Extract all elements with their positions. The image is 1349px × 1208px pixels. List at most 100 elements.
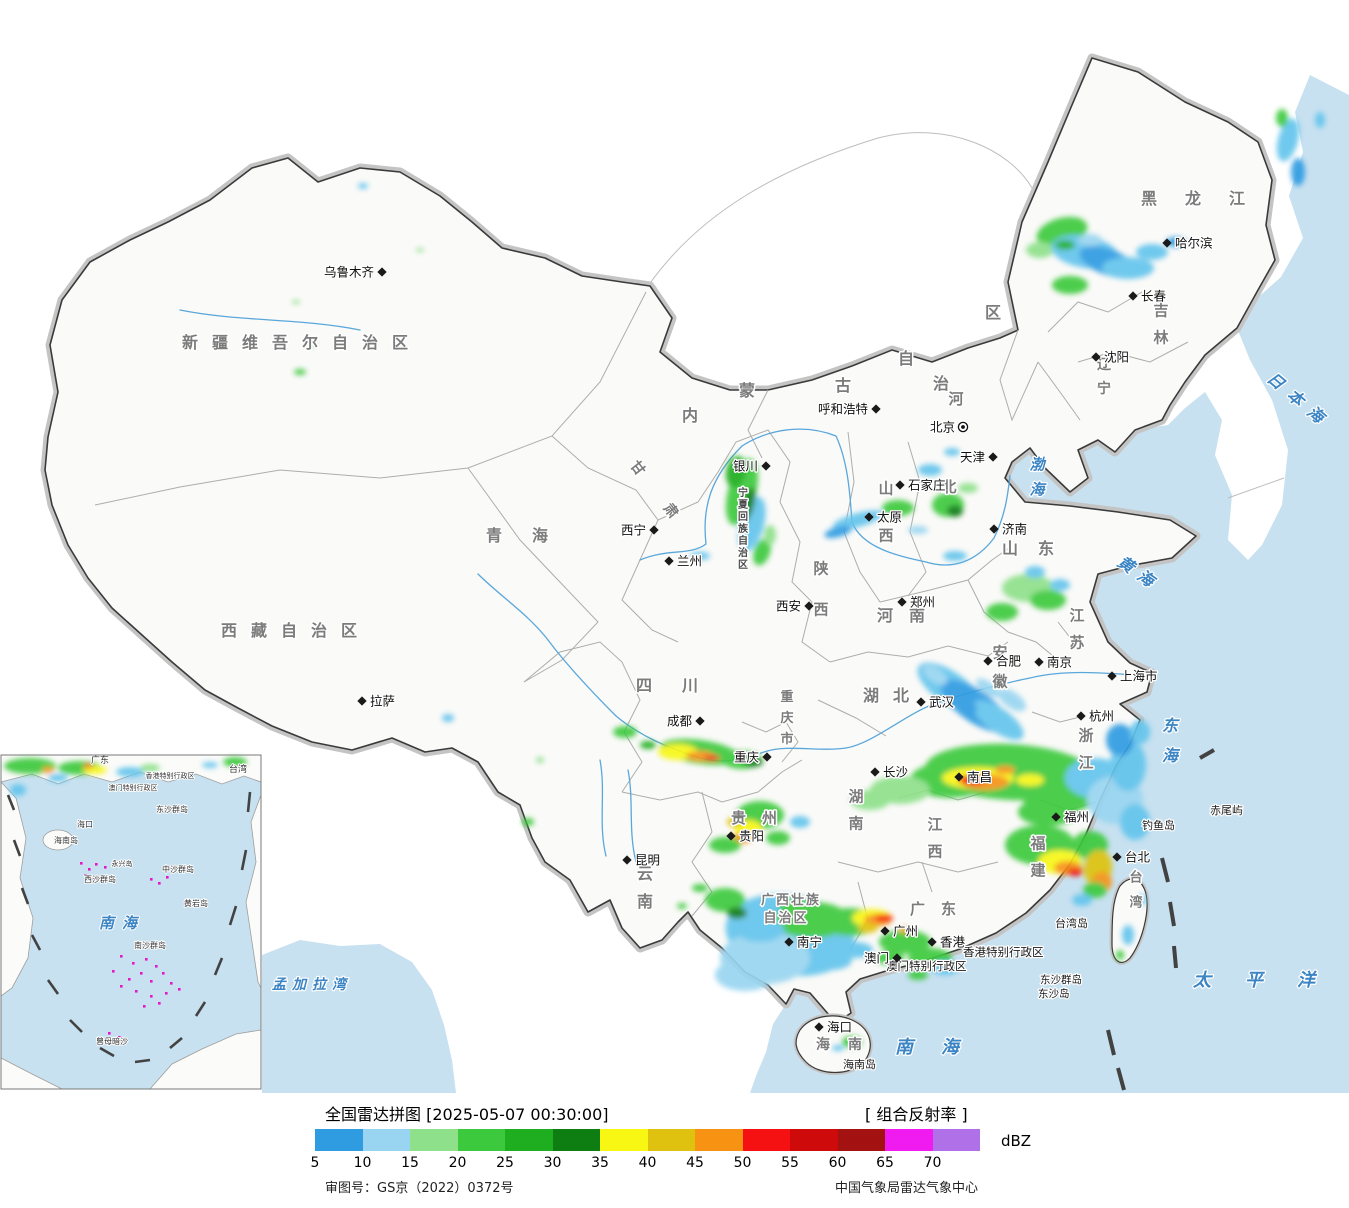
city-呼和浩特: 呼和浩特 xyxy=(817,400,881,418)
island-group-mark xyxy=(158,1002,161,1005)
radar-echo xyxy=(764,525,776,545)
city-label: 昆明 xyxy=(635,853,660,868)
nine-dash-segment xyxy=(30,934,42,951)
inset-sea-label: 南海 xyxy=(99,914,145,932)
island-group-mark xyxy=(165,992,168,995)
city-label: 郑州 xyxy=(910,595,935,610)
radar-echo xyxy=(1052,276,1088,294)
dbz-colorbar xyxy=(315,1129,980,1151)
issuing-center-credit: 中国气象局雷达气象中心 xyxy=(835,1181,979,1196)
city-太原: 太原 xyxy=(864,508,903,526)
radar-echo xyxy=(536,757,544,763)
city-marker-icon xyxy=(726,831,736,841)
province-label: 吉林 xyxy=(1153,302,1169,347)
nine-dash-segment xyxy=(46,979,60,995)
island-group-mark xyxy=(80,862,83,865)
city-重庆: 重庆 xyxy=(733,748,772,766)
island-group-mark xyxy=(120,955,123,958)
radar-echo xyxy=(292,300,300,304)
city-label: 南昌 xyxy=(967,770,992,785)
island-group-mark xyxy=(155,965,158,968)
island-label: 钓鱼岛 xyxy=(1142,818,1175,832)
island-group-mark xyxy=(120,985,123,988)
radar-echo xyxy=(1102,257,1154,279)
city-贵阳: 贵阳 xyxy=(726,827,765,845)
river-line xyxy=(639,428,1011,566)
nine-dash-segment xyxy=(169,1037,183,1049)
city-台北: 台北 xyxy=(1112,848,1152,866)
foreign-border-line xyxy=(1227,477,1285,499)
dbz-scale-tick-25: 25 xyxy=(496,1155,514,1171)
city-marker-icon xyxy=(804,601,814,611)
province-label: 广东 xyxy=(910,900,972,918)
radar-echo xyxy=(116,767,144,777)
city-哈尔滨: 哈尔滨 xyxy=(1162,234,1214,252)
radar-echo xyxy=(1072,894,1092,906)
island-group-mark xyxy=(92,877,95,880)
dbz-scale-tick-20: 20 xyxy=(448,1155,467,1171)
inset-label: 香港特别行政区 xyxy=(146,771,195,780)
radar-echo xyxy=(358,183,368,189)
east-china-seas xyxy=(750,75,1349,1093)
radar-echo xyxy=(1067,868,1083,876)
province-label: 福建 xyxy=(1029,835,1046,880)
city-label: 香港 xyxy=(940,935,966,950)
river-line xyxy=(599,759,637,863)
city-marker-icon xyxy=(664,556,674,566)
city-label: 福州 xyxy=(1064,810,1089,825)
radar-echo xyxy=(1025,566,1045,578)
radar-echo xyxy=(943,551,967,561)
inset-label: 曾母暗沙 xyxy=(96,1036,128,1046)
city-label: 贵阳 xyxy=(739,829,764,844)
radar-echo xyxy=(690,552,710,560)
province-label: 青海 xyxy=(486,526,578,545)
city-label: 广州 xyxy=(893,924,918,939)
city-郑州: 郑州 xyxy=(897,593,936,611)
island-group-mark xyxy=(178,988,181,991)
radar-echo xyxy=(972,700,1024,740)
province-label: 海南 xyxy=(816,1036,880,1053)
radar-echo-layer xyxy=(292,109,1325,1051)
radar-echo xyxy=(140,764,160,772)
radar-echo xyxy=(1106,724,1134,756)
dbz-scale-tick-50: 50 xyxy=(733,1155,752,1171)
dbz-scale-tick-70: 70 xyxy=(923,1155,942,1171)
dbz-scale-tick-30: 30 xyxy=(543,1155,562,1171)
island-group-mark xyxy=(108,1032,111,1035)
sea-layer xyxy=(262,75,1349,1093)
nine-dash-segment xyxy=(246,791,252,813)
province-label: 云南 xyxy=(637,864,653,911)
radar-echo xyxy=(753,538,771,566)
city-长沙: 长沙 xyxy=(870,763,910,781)
inset-land xyxy=(0,780,34,997)
province-label: 河 xyxy=(948,390,963,408)
island-label: 澳门特别行政区 xyxy=(886,959,967,973)
province-label: 广西壮族 xyxy=(761,892,821,908)
dbz-scale-tick-15: 15 xyxy=(401,1155,419,1171)
radar-echo xyxy=(1018,798,1078,826)
island-group-mark xyxy=(158,882,161,885)
river-line xyxy=(179,309,361,331)
radar-echo xyxy=(1026,242,1054,258)
island-group-mark xyxy=(104,866,107,869)
radar-echo xyxy=(715,959,775,991)
dbz-scale-tick-40: 40 xyxy=(638,1155,657,1171)
radar-echo xyxy=(944,448,960,456)
city-marker-icon xyxy=(695,716,705,726)
city-label: 台北 xyxy=(1125,850,1151,865)
province-label: 自治区 xyxy=(763,910,808,926)
radar-echo xyxy=(1130,720,1150,744)
city-label: 海口 xyxy=(827,1020,852,1035)
city-石家庄: 石家庄 xyxy=(895,476,947,494)
island-label: 东沙群岛 xyxy=(1040,973,1082,986)
radar-echo xyxy=(858,923,878,933)
city-label: 武汉 xyxy=(929,695,955,710)
radar-echo xyxy=(83,764,93,768)
sea-label: 太平洋 xyxy=(1192,970,1349,991)
island-group-mark xyxy=(84,874,87,877)
province-label: 山东 xyxy=(1002,539,1074,558)
radar-echo xyxy=(779,897,811,913)
radar-echo xyxy=(908,526,928,534)
